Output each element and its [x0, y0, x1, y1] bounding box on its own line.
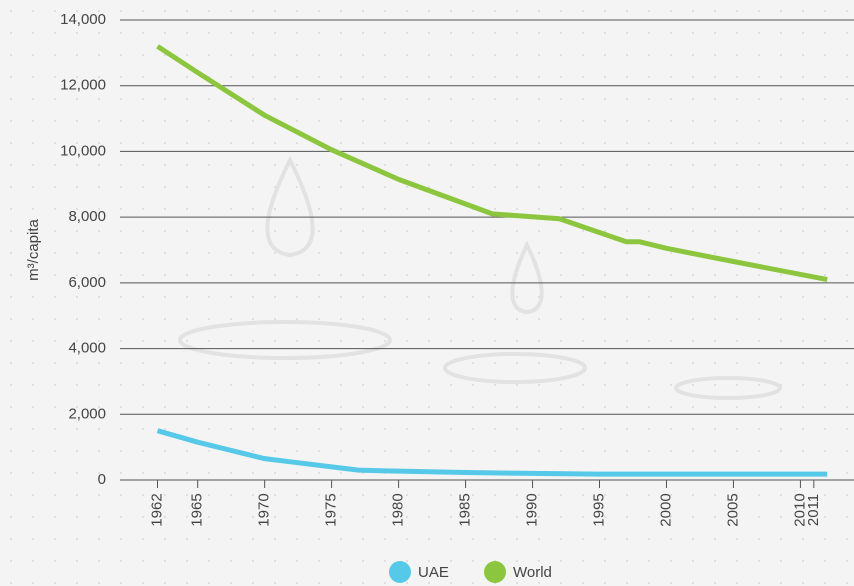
x-tick-label: 2011 — [805, 494, 822, 526]
x-tick-label: 1962 — [148, 493, 165, 526]
x-tick-label: 1985 — [457, 493, 474, 526]
legend-marker — [389, 561, 411, 583]
line — [156, 428, 828, 477]
y-tick-label: 4,000 — [68, 340, 106, 357]
y-axis-label: m³/capita — [25, 219, 42, 281]
legend-marker — [484, 561, 506, 583]
x-tick-label: 2000 — [657, 493, 674, 526]
x-tick-label: 2010 — [791, 493, 808, 526]
x-tick-label: 1970 — [256, 493, 273, 526]
x-tick-label: 1995 — [590, 493, 607, 526]
y-tick-label: 10,000 — [60, 142, 106, 159]
decoration — [178, 155, 782, 400]
y-tick-label: 12,000 — [60, 77, 106, 94]
y-tick-label: 2,000 — [68, 405, 106, 422]
x-tick-label: 1990 — [524, 493, 541, 526]
x-tick-label: 2005 — [724, 493, 741, 526]
y-tick-label: 0 — [98, 471, 106, 488]
line — [156, 44, 828, 283]
x-tick-label: 1980 — [390, 493, 407, 526]
x-tick-label: 1965 — [189, 493, 206, 526]
y-tick-label: 14,000 — [60, 11, 106, 28]
legend-label: UAE — [418, 564, 449, 581]
legend-label: World — [513, 564, 552, 581]
x-tick-label: 1975 — [323, 493, 340, 526]
y-tick-label: 6,000 — [68, 274, 106, 291]
y-tick-label: 8,000 — [68, 208, 106, 225]
